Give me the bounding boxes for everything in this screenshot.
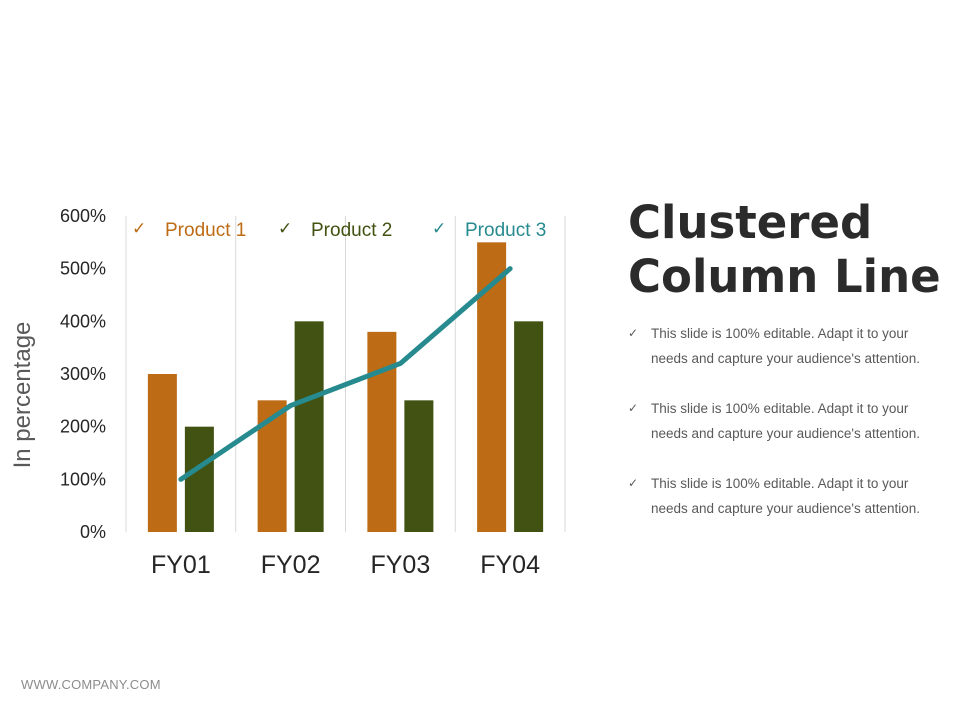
bullet-text: This slide is 100% editable. Adapt it to… [651,326,921,366]
y-tick-label: 600% [60,206,106,226]
bar [404,400,434,532]
y-tick-label: 500% [60,259,106,279]
x-tick-label: FY03 [370,551,430,579]
bar [514,321,544,532]
check-icon: ✓ [628,476,639,490]
clustered-column-line-chart: 0% 100% 200% 300% 400% 500% 600% In percentage F… [9,206,566,579]
title-line-2: Column Line [628,250,941,303]
y-tick-label: 100% [60,469,106,489]
bullet-item: ✓ This slide is 100% editable. Adapt it … [628,471,948,521]
slide-title: Clustered Column Line [628,196,948,304]
legend-label: Product 1 [165,220,246,241]
title-line-1: Clustered [628,196,873,249]
bar [184,426,214,532]
legend-marker: ✓ [132,219,146,239]
bullet-text: This slide is 100% editable. Adapt it to… [651,476,921,516]
legend-label: Product 3 [465,220,546,241]
x-tick-label: FY02 [261,551,321,579]
bar [294,321,324,532]
check-icon: ✓ [628,326,639,340]
bar [147,374,177,532]
bullet-list: ✓ This slide is 100% editable. Adapt it … [628,321,948,546]
y-tick-label: 0% [80,522,106,542]
x-tick-label: FY04 [480,551,540,579]
check-icon: ✓ [628,401,639,415]
series-line [178,266,513,482]
bullet-item: ✓ This slide is 100% editable. Adapt it … [628,321,948,371]
y-tick-label: 400% [60,311,106,331]
bar [367,331,397,532]
legend-label: Product 2 [311,220,392,241]
legend-marker: ✓ [278,219,292,239]
bullet-item: ✓ This slide is 100% editable. Adapt it … [628,396,948,446]
legend-marker: ✓ [432,219,446,239]
y-tick-label: 300% [60,364,106,384]
y-tick-label: 200% [60,417,106,437]
footer-url: WWW.COMPANY.COM [21,677,161,692]
bullet-text: This slide is 100% editable. Adapt it to… [651,401,921,441]
y-axis-label: In percentage [9,322,36,469]
x-tick-label: FY01 [151,551,211,579]
